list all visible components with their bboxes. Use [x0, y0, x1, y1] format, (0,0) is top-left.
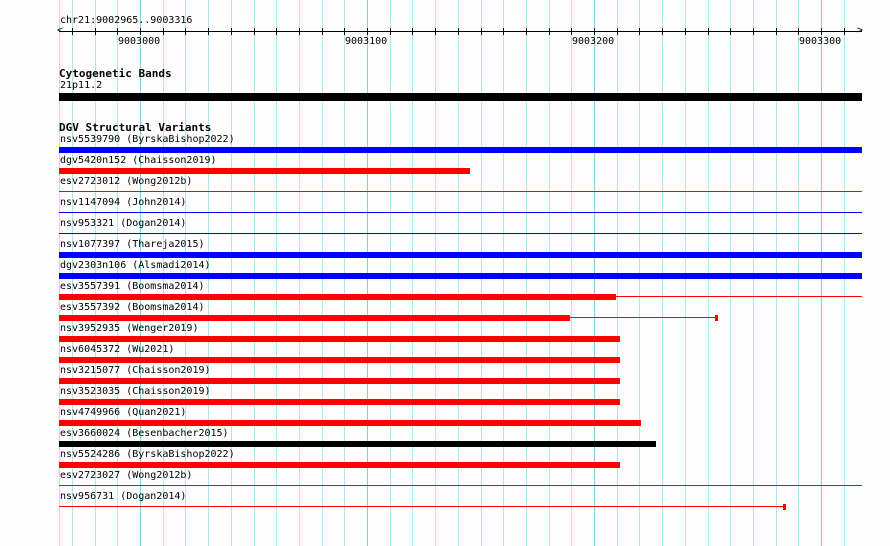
right-arrow-icon[interactable]: >: [857, 25, 864, 36]
variant-label[interactable]: nsv3523035 (Chaisson2019): [60, 386, 211, 397]
ruler-tick: [185, 28, 186, 35]
ruler-tick: [844, 28, 845, 35]
ruler-tick: [753, 28, 754, 35]
ruler-tick: [594, 28, 595, 35]
tick-label: 9003200: [572, 36, 615, 47]
variant-bar[interactable]: [59, 168, 470, 174]
variant-label[interactable]: esv3557391 (Boomsma2014): [60, 281, 205, 292]
tick-label: 9003000: [118, 36, 161, 47]
variant-label[interactable]: nsv3215077 (Chaisson2019): [60, 365, 211, 376]
variant-bar[interactable]: [59, 441, 656, 447]
ruler-tick: [458, 28, 459, 35]
tick-label: 9003300: [799, 36, 842, 47]
variant-bar[interactable]: [59, 357, 620, 363]
variant-label[interactable]: esv3660024 (Besenbacher2015): [60, 428, 229, 439]
tick-label: 9003100: [345, 36, 388, 47]
variant-line[interactable]: [616, 296, 862, 297]
variant-label[interactable]: nsv5524286 (ByrskaBishop2022): [60, 449, 235, 460]
ruler-tick: [639, 28, 640, 35]
ruler-tick: [322, 28, 323, 35]
variant-label[interactable]: nsv953321 (Dogan2014): [60, 218, 187, 229]
ruler-tick: [730, 28, 731, 35]
variant-line[interactable]: [59, 233, 862, 234]
variant-label[interactable]: esv2723012 (Wong2012b): [60, 176, 193, 187]
ruler-tick: [117, 28, 118, 35]
variant-line[interactable]: [59, 485, 862, 486]
ruler-tick: [344, 28, 345, 35]
variant-bar[interactable]: [59, 147, 862, 153]
ruler-tick: [571, 28, 572, 35]
ruler-tick: [367, 28, 368, 35]
ruler-tick: [685, 28, 686, 35]
ruler-tick: [72, 28, 73, 35]
variant-bar[interactable]: [59, 462, 620, 468]
variant-label[interactable]: nsv1077397 (Thareja2015): [60, 239, 205, 250]
variant-label[interactable]: dgv5420n152 (Chaisson2019): [60, 155, 217, 166]
variant-bar[interactable]: [59, 273, 862, 279]
cytoband-track-title: Cytogenetic Bands: [59, 67, 172, 80]
variant-label[interactable]: nsv4749966 (Quan2021): [60, 407, 187, 418]
variant-end-cap: [715, 315, 718, 321]
ruler-tick: [821, 28, 822, 35]
variant-bar[interactable]: [59, 420, 641, 426]
variant-label[interactable]: nsv3952935 (Wenger2019): [60, 323, 199, 334]
variant-label[interactable]: nsv5539790 (ByrskaBishop2022): [60, 134, 235, 145]
dgv-track-title: DGV Structural Variants: [59, 121, 212, 134]
ruler-tick: [299, 28, 300, 35]
variant-line[interactable]: [59, 506, 784, 507]
ruler-tick: [412, 28, 413, 35]
variant-line[interactable]: [59, 191, 862, 192]
ruler-tick: [549, 28, 550, 35]
ruler-tick: [798, 28, 799, 35]
ruler-tick: [163, 28, 164, 35]
variant-label[interactable]: dgv2303n106 (Alsmadi2014): [60, 260, 211, 271]
ruler-tick: [231, 28, 232, 35]
ruler-tick: [254, 28, 255, 35]
ruler-tick: [503, 28, 504, 35]
ruler-tick: [390, 28, 391, 35]
ruler-tick: [276, 28, 277, 35]
ruler-tick: [481, 28, 482, 35]
variant-line[interactable]: [570, 317, 716, 318]
variant-bar[interactable]: [59, 294, 616, 300]
variant-label[interactable]: esv2723027 (Wong2012b): [60, 470, 193, 481]
variant-label[interactable]: nsv956731 (Dogan2014): [60, 491, 187, 502]
variant-end-cap: [783, 504, 786, 510]
ruler-tick: [708, 28, 709, 35]
ruler-axis[interactable]: [59, 31, 862, 32]
ruler-tick: [617, 28, 618, 35]
ruler-tick: [662, 28, 663, 35]
location-label: chr21:9002965..9003316: [60, 15, 193, 26]
cytoband-label: 21p11.2: [60, 80, 103, 91]
ruler-tick: [435, 28, 436, 35]
ruler-tick: [140, 28, 141, 35]
variant-label[interactable]: nsv1147094 (John2014): [60, 197, 187, 208]
variant-bar[interactable]: [59, 378, 620, 384]
ruler-tick: [95, 28, 96, 35]
variant-bar[interactable]: [59, 252, 862, 258]
ruler-tick: [208, 28, 209, 35]
variant-bar[interactable]: [59, 315, 570, 321]
ruler-tick: [526, 28, 527, 35]
left-arrow-icon[interactable]: <: [57, 25, 64, 36]
cytoband-bar[interactable]: [59, 93, 862, 101]
variant-bar[interactable]: [59, 336, 620, 342]
variant-label[interactable]: esv3557392 (Boomsma2014): [60, 302, 205, 313]
variant-label[interactable]: nsv6045372 (Wu2021): [60, 344, 175, 355]
ruler-tick: [776, 28, 777, 35]
variant-line[interactable]: [59, 212, 862, 213]
variant-bar[interactable]: [59, 399, 620, 405]
